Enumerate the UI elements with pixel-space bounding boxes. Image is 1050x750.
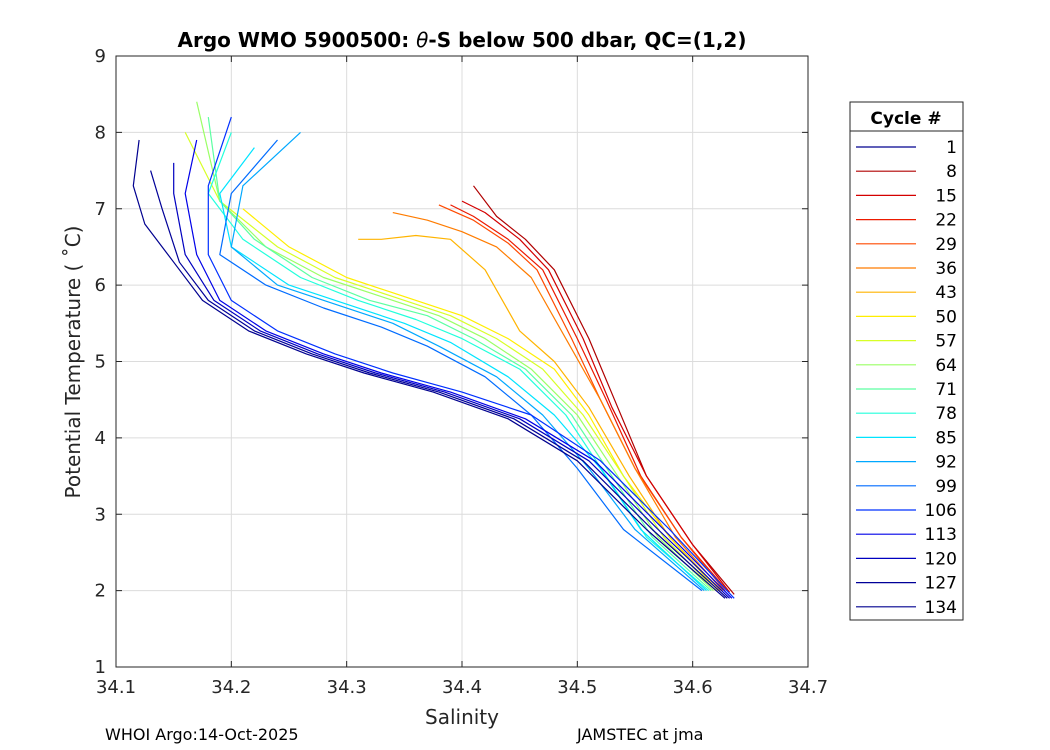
y-tick-label: 9 xyxy=(95,46,106,67)
legend-label-127: 127 xyxy=(925,574,957,594)
legend-label-113: 113 xyxy=(925,525,957,545)
series-line-cycle-134 xyxy=(132,139,726,599)
legend-label-36: 36 xyxy=(935,259,957,279)
legend-label-57: 57 xyxy=(935,332,957,352)
series-line-cycle-43 xyxy=(358,234,721,592)
series-line-cycle-15 xyxy=(461,200,731,593)
legend-label-15: 15 xyxy=(935,186,957,206)
series-line-cycle-99 xyxy=(219,139,703,592)
legend-label-134: 134 xyxy=(925,598,957,618)
series-line-cycle-92 xyxy=(230,131,705,592)
x-tick-label: 34.7 xyxy=(788,677,828,698)
y-axis-label: Potential Temperature ( ˚C) xyxy=(61,226,85,499)
series-line-cycle-127 xyxy=(150,170,728,599)
series-line-cycle-120 xyxy=(173,162,731,599)
legend-label-99: 99 xyxy=(935,477,957,497)
series-line-cycle-64 xyxy=(196,101,714,592)
x-tick-label: 34.4 xyxy=(442,677,482,698)
legend-label-85: 85 xyxy=(935,428,957,448)
footer-source: WHOI Argo:14-Oct-2025 xyxy=(105,725,299,744)
y-tick-label: 2 xyxy=(95,581,106,602)
legend-label-71: 71 xyxy=(935,380,957,400)
series-line-cycle-106 xyxy=(207,116,735,599)
footer-credit: JAMSTEC at jma xyxy=(577,725,704,744)
legend-label-8: 8 xyxy=(946,162,957,182)
legend-label-1: 1 xyxy=(946,138,957,158)
legend-label-22: 22 xyxy=(935,211,957,231)
x-tick-label: 34.5 xyxy=(557,677,597,698)
series-line-cycle-113 xyxy=(184,139,733,599)
series-line-cycle-71 xyxy=(207,117,712,592)
legend-label-29: 29 xyxy=(935,235,957,255)
y-tick-label: 4 xyxy=(95,428,106,449)
legend-label-64: 64 xyxy=(935,356,957,376)
x-axis-label: Salinity xyxy=(425,705,499,729)
series-line-cycle-50 xyxy=(242,208,719,592)
legend-label-92: 92 xyxy=(935,453,957,473)
y-tick-label: 1 xyxy=(95,657,106,678)
y-tick-label: 3 xyxy=(95,504,106,525)
x-tick-label: 34.6 xyxy=(673,677,713,698)
legend: Cycle # 1 8 15 22 29 36 43 50 57 64 71 78 85 92 99 106 1… xyxy=(849,101,964,621)
x-tick-label: 34.2 xyxy=(211,677,251,698)
series-line-cycle-29 xyxy=(438,204,726,591)
legend-label-43: 43 xyxy=(935,283,957,303)
legend-label-50: 50 xyxy=(935,307,957,327)
legend-label-120: 120 xyxy=(925,549,957,569)
series-line-cycle-36 xyxy=(392,212,724,591)
y-tick-label: 7 xyxy=(95,199,106,220)
legend-title: Cycle # xyxy=(870,109,941,129)
series-line-cycle-57 xyxy=(184,132,717,592)
y-tick-label: 5 xyxy=(95,352,106,373)
x-tick-label: 34.3 xyxy=(327,677,367,698)
legend-label-78: 78 xyxy=(935,404,957,424)
legend-label-106: 106 xyxy=(925,501,957,521)
data-series xyxy=(132,101,735,599)
y-tick-label: 6 xyxy=(95,275,106,296)
x-tick-label: 34.1 xyxy=(96,677,136,698)
y-tick-label: 8 xyxy=(95,122,106,143)
chart-title: Argo WMO 5900500: θ-S below 500 dbar, QC… xyxy=(178,28,747,52)
axis-ticks: 34.1 34.2 34.3 34.4 34.5 34.6 34.7 1 2 3 4 5 6 7 8 9 xyxy=(95,46,828,698)
